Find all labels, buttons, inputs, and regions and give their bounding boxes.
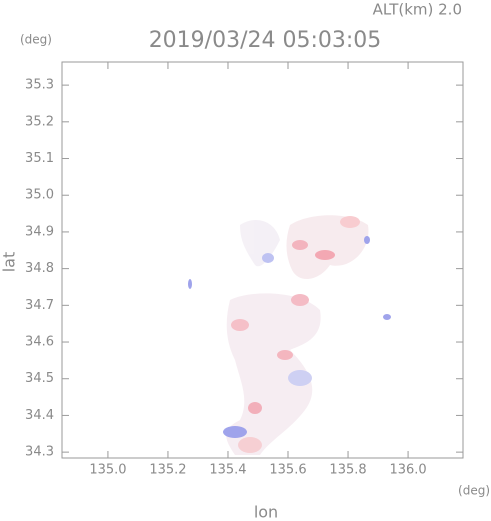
y-tick-label: 35.0 [25, 188, 54, 203]
x-tick-label: 136.0 [389, 463, 426, 478]
echo-cell [315, 250, 335, 260]
plot-frame [61, 61, 464, 459]
x-axis-label: lon [254, 503, 278, 521]
x-tick-label: 135.4 [209, 463, 246, 478]
y-tick-label: 35.1 [25, 151, 54, 166]
echo-cell [292, 240, 308, 250]
y-tick-label: 34.6 [25, 335, 54, 350]
echo-cell [364, 236, 370, 244]
echo-cell [238, 437, 262, 453]
chart-title: 2019/03/24 05:03:05 [149, 28, 382, 53]
echo-cell [291, 294, 309, 306]
y-tick-label: 35.3 [25, 78, 54, 93]
y-tick-label: 35.2 [25, 114, 54, 129]
x-tick-label: 135.0 [89, 463, 126, 478]
echo-cell [277, 350, 293, 360]
echo-area [240, 220, 280, 267]
altitude-label: ALT(km) 2.0 [373, 1, 462, 19]
echo-cell [383, 314, 391, 320]
echo-cell [188, 279, 192, 289]
y-tick-label: 34.5 [25, 371, 54, 386]
echo-area [286, 215, 369, 280]
echo-cell [262, 253, 274, 263]
echo-cell [340, 216, 360, 228]
echo-cell [223, 426, 247, 438]
y-axis-label: lat [0, 252, 19, 273]
x-tick-label: 135.6 [269, 463, 306, 478]
y-tick-label: 34.9 [25, 224, 54, 239]
y-tick-label: 34.8 [25, 261, 54, 276]
echo-area [226, 293, 321, 455]
x-unit: (deg) [458, 484, 490, 498]
y-tick-label: 34.4 [25, 408, 54, 423]
y-unit: (deg) [20, 33, 52, 47]
echo-cell [248, 402, 262, 414]
y-tick-label: 34.3 [25, 445, 54, 460]
echo-field [188, 215, 391, 455]
y-tick-label: 34.7 [25, 298, 54, 313]
x-tick-label: 135.2 [149, 463, 186, 478]
echo-cell [288, 370, 312, 386]
x-tick-label: 135.8 [329, 463, 366, 478]
echo-cell [231, 319, 249, 331]
